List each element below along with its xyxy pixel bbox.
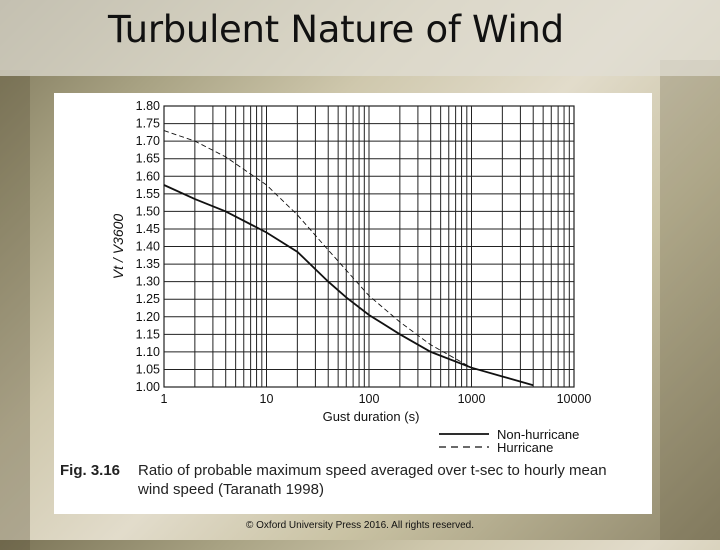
legend-label: Hurricane bbox=[497, 440, 553, 455]
figure-caption: Fig. 3.16 Ratio of probable maximum spee… bbox=[60, 462, 660, 498]
plot-frame bbox=[163, 105, 575, 388]
y-tick-label: 1.70 bbox=[136, 134, 160, 148]
y-tick-label: 1.25 bbox=[136, 292, 160, 306]
copyright-notice: © Oxford University Press 2016. All righ… bbox=[245, 520, 474, 531]
title-bar: Turbulent Nature of Wind bbox=[0, 0, 720, 76]
background-beam bbox=[0, 70, 30, 550]
y-tick-label: 1.50 bbox=[136, 204, 160, 218]
y-tick-label: 1.75 bbox=[136, 117, 160, 131]
y-tick-label: 1.05 bbox=[136, 362, 160, 376]
y-tick-label: 1.15 bbox=[136, 327, 160, 341]
legend-label: Non-hurricane bbox=[497, 427, 579, 442]
figure-panel: 1.80 1.75 1.70 1.65 1.60 1.55 1.50 1.45 1.40 1.35… bbox=[54, 93, 652, 514]
x-tick-label: 100 bbox=[359, 392, 380, 406]
series-line-non-hurricane bbox=[163, 184, 534, 387]
slide-title: Turbulent Nature of Wind bbox=[108, 8, 564, 51]
caption-line-1: Ratio of probable maximum speed averaged… bbox=[138, 462, 607, 479]
y-tick-label: 1.60 bbox=[136, 169, 160, 183]
y-tick-label: 1.00 bbox=[136, 380, 160, 394]
x-tick-label: 1 bbox=[161, 392, 168, 406]
x-axis-label: Gust duration (s) bbox=[323, 409, 420, 424]
y-tick-label: 1.35 bbox=[136, 257, 160, 271]
y-axis-label: Vt / V3600 bbox=[110, 214, 126, 280]
x-tick-label: 10000 bbox=[557, 392, 592, 406]
y-tick-label: 1.80 bbox=[136, 99, 160, 113]
y-tick-label: 1.20 bbox=[136, 310, 160, 324]
series-line-hurricane bbox=[163, 130, 503, 377]
chart: 1.80 1.75 1.70 1.65 1.60 1.55 1.50 1.45 1.40 1.35… bbox=[110, 99, 592, 455]
y-tick-label: 1.10 bbox=[136, 345, 160, 359]
figure-label: Fig. 3.16 bbox=[60, 462, 121, 479]
y-tick-label: 1.30 bbox=[136, 275, 160, 289]
x-tick-label: 1000 bbox=[458, 392, 486, 406]
y-tick-label: 1.55 bbox=[136, 187, 160, 201]
y-tick-label: 1.45 bbox=[136, 222, 160, 236]
x-tick-label: 10 bbox=[260, 392, 274, 406]
y-tick-label: 1.40 bbox=[136, 240, 160, 254]
caption-line-2: wind speed (Taranath 1998) bbox=[138, 481, 324, 498]
y-tick-label: 1.65 bbox=[136, 152, 160, 166]
background-beam bbox=[660, 60, 720, 540]
